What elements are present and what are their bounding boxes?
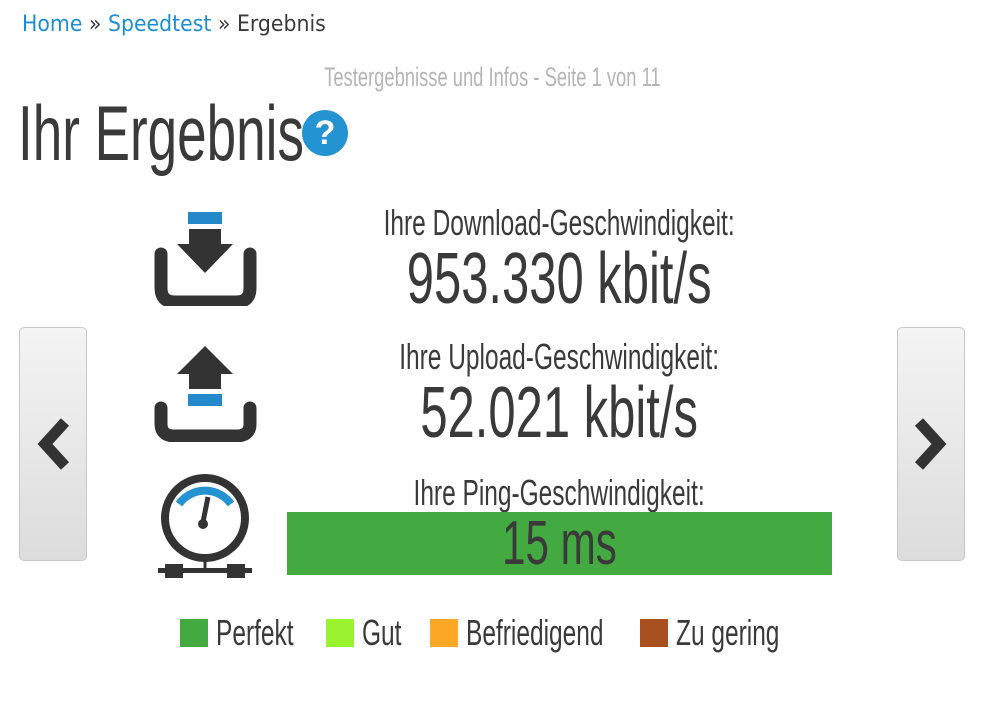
legend-label: Befriedigend bbox=[466, 612, 604, 653]
legend-perfekt: Perfekt bbox=[180, 612, 330, 653]
next-button[interactable] bbox=[897, 327, 965, 561]
download-icon bbox=[154, 212, 257, 306]
chevron-right-icon bbox=[914, 418, 947, 470]
previous-button[interactable] bbox=[19, 327, 87, 561]
page-subtitle: Testergebnisse und Infos - Seite 1 von 1… bbox=[0, 62, 984, 93]
upload-value: 52.021 kbit/s bbox=[287, 372, 832, 454]
ping-value-text: 15 ms bbox=[502, 509, 617, 578]
ping-label-text: Ihre Ping-Geschwindigkeit: bbox=[413, 472, 706, 513]
legend-swatch bbox=[430, 619, 458, 647]
help-icon[interactable]: ? bbox=[302, 110, 348, 156]
legend-swatch bbox=[326, 619, 354, 647]
legend-label: Zu gering bbox=[676, 612, 780, 653]
download-label-text: Ihre Download-Geschwindigkeit: bbox=[383, 202, 736, 243]
download-label: Ihre Download-Geschwindigkeit: bbox=[287, 202, 832, 244]
breadcrumb-speedtest[interactable]: Speedtest bbox=[107, 12, 212, 37]
legend-befriedigend: Befriedigend bbox=[430, 612, 668, 653]
ping-label: Ihre Ping-Geschwindigkeit: bbox=[287, 472, 832, 514]
legend-label: Gut bbox=[362, 612, 402, 653]
upload-label: Ihre Upload-Geschwindigkeit: bbox=[287, 336, 832, 378]
page-title: Ihr Ergebnis bbox=[18, 89, 304, 177]
breadcrumb-separator: » bbox=[88, 12, 102, 37]
legend-swatch bbox=[640, 619, 668, 647]
breadcrumb-current: Ergebnis bbox=[236, 12, 326, 37]
breadcrumb-home[interactable]: Home bbox=[22, 12, 83, 37]
legend-zu-gering: Zu gering bbox=[640, 612, 828, 653]
upload-label-text: Ihre Upload-Geschwindigkeit: bbox=[399, 336, 720, 377]
legend-swatch bbox=[180, 619, 208, 647]
legend-gut: Gut bbox=[326, 612, 420, 653]
upload-icon bbox=[154, 346, 257, 442]
chevron-left-icon bbox=[37, 418, 70, 470]
download-value: 953.330 kbit/s bbox=[287, 238, 832, 320]
breadcrumb-separator: » bbox=[217, 12, 231, 37]
upload-value-text: 52.021 kbit/s bbox=[420, 373, 699, 453]
ping-value-bar: 15 ms bbox=[287, 512, 832, 575]
subtitle-text: Testergebnisse und Infos - Seite 1 von 1… bbox=[323, 62, 661, 92]
gauge-icon bbox=[158, 474, 252, 578]
download-value-text: 953.330 kbit/s bbox=[407, 239, 712, 319]
breadcrumb: Home » Speedtest » Ergebnis bbox=[22, 12, 326, 37]
legend-label: Perfekt bbox=[216, 612, 294, 653]
